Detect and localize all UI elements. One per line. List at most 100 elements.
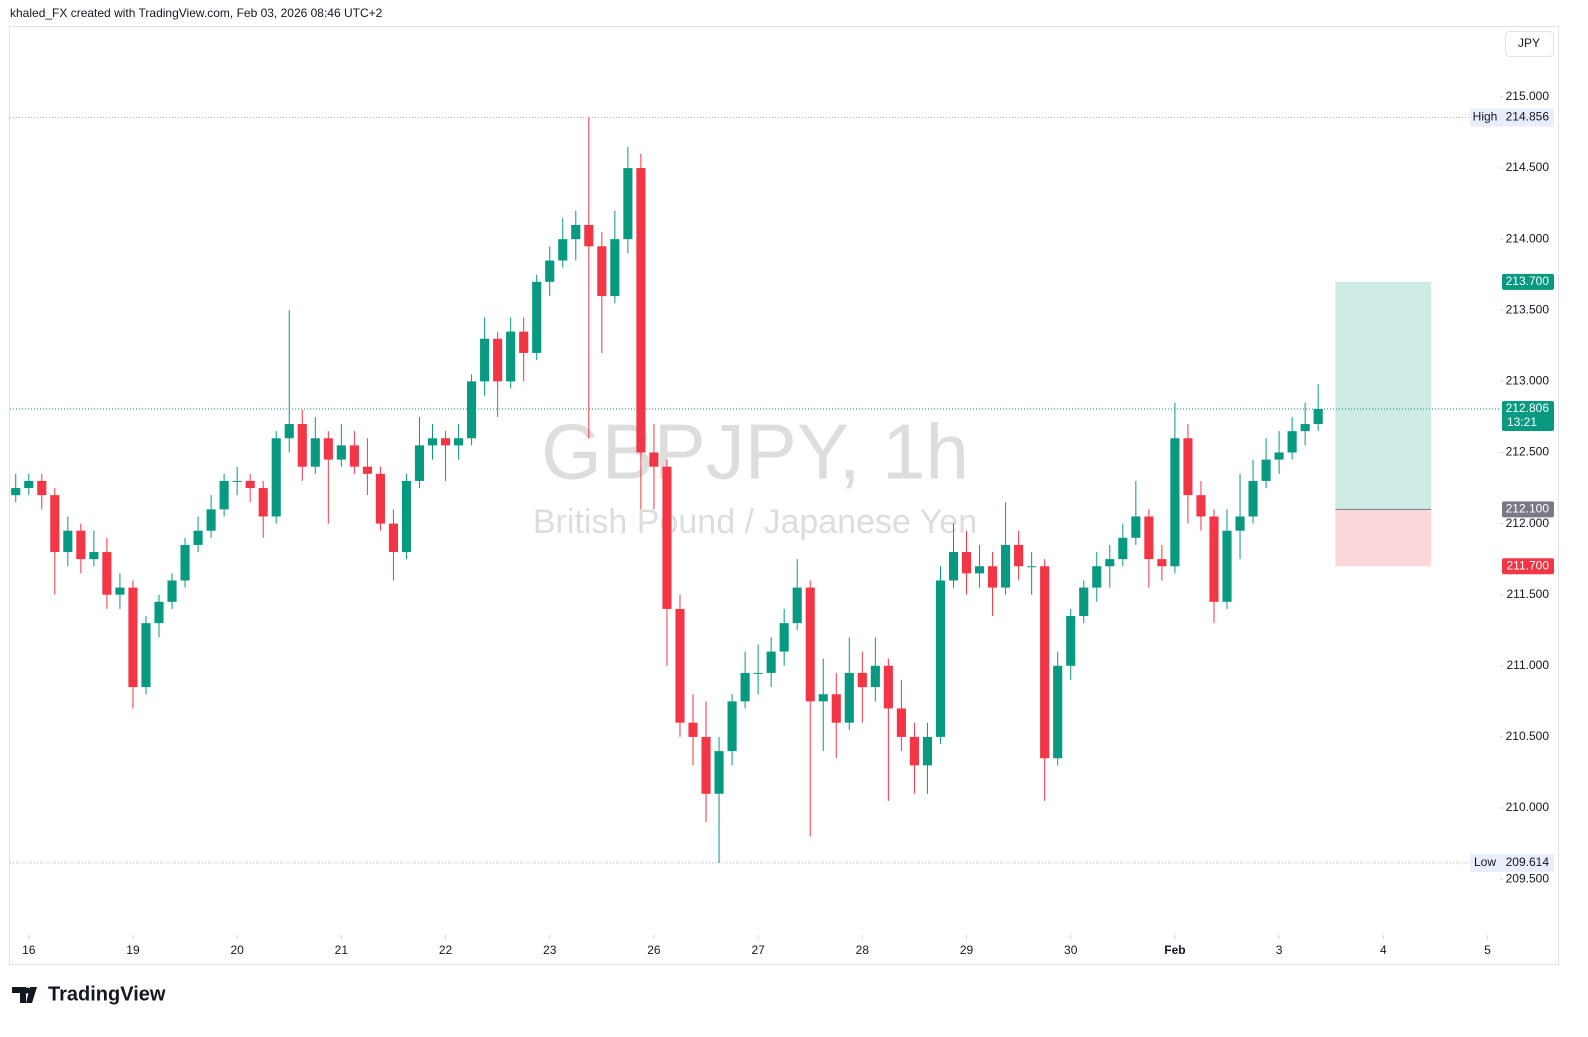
candle-body [1300,424,1310,432]
candle-body [675,608,685,723]
candle-body [506,331,516,382]
candle-body [232,480,242,482]
candle-body [115,587,125,595]
candle-body [245,480,255,489]
candle-body [701,736,711,794]
y-tick-label: 212.500 [1506,445,1550,459]
candle-body [1209,516,1219,602]
y-tick-label: 214.500 [1506,160,1550,174]
last-price-countdown: 13:21 [1507,415,1537,429]
logo-text: TradingView [48,983,166,1005]
candle-body [1183,438,1193,496]
candle-body [349,445,359,467]
candle-body [493,338,503,382]
target-tag-bg [1502,273,1554,290]
candle-body [1144,516,1154,560]
x-tick-label: Feb [1164,943,1185,957]
candle-body [167,580,177,602]
x-tick-label: 19 [126,943,140,957]
candle-body [1261,459,1271,481]
y-tick-label: 210.000 [1506,800,1550,814]
candle-body [310,438,320,467]
x-tick-label: 28 [856,943,870,957]
candle-body [11,488,21,496]
candle-body [974,566,985,574]
candle-body [610,239,620,297]
candle-body [271,438,281,517]
candle-body [401,480,412,553]
y-tick-label: 209.500 [1506,871,1550,885]
candle-body [779,623,789,652]
candle-body [623,168,633,240]
candle-body [727,701,737,752]
candle-body [1092,566,1102,588]
currency-label[interactable]: JPY [1518,36,1540,50]
candle-body [1248,480,1258,517]
candle-body [427,438,438,446]
candle-body [24,480,34,489]
candle-body [76,530,86,560]
candle-body [688,722,698,737]
candle-body [1105,559,1115,567]
candle-body [831,694,841,723]
candle-body [636,168,646,453]
candle-body [440,438,451,446]
candle-body [988,566,998,588]
y-tick-label: 214.000 [1506,231,1550,245]
candle-body [766,651,776,673]
x-tick-label: 5 [1484,943,1491,957]
candle-body [219,480,229,510]
y-tick-label: 213.000 [1506,374,1550,388]
candle-body [792,587,802,624]
candle-body [649,452,659,467]
candle-body [532,281,542,353]
attribution: khaled_FX created with TradingView.com, … [10,6,383,20]
candle-body [141,623,151,688]
y-tick-label: 210.500 [1506,729,1550,743]
candle-body [63,530,73,553]
candle-body [1222,530,1232,602]
candle-body [844,672,854,723]
y-tick-label: 212.000 [1506,516,1550,530]
candle-body [1196,495,1206,517]
price-tag-value: 209.614 [1506,855,1550,869]
entry-tag-bg [1502,501,1554,518]
candle-body [375,473,385,524]
candle-body [1274,452,1284,460]
candle-body [1079,587,1089,617]
price-tag-value: 214.856 [1506,110,1550,124]
last-price-tag-bg [1502,400,1554,431]
last-price-value: 212.806 [1506,401,1550,415]
logo: TradingView [12,983,166,1005]
x-tick-label: 26 [647,943,661,957]
watermark: GBPJPY, 1h British Pound / Japanese Yen [533,408,977,541]
candle-body [870,665,880,688]
candle-body [480,338,490,382]
stop-tag-bg [1502,558,1554,575]
x-tick-label: 29 [960,943,974,957]
candle-body [362,466,372,474]
x-tick-label: 27 [751,943,765,957]
candle-body [1235,516,1245,531]
candle-body [258,488,268,517]
candle-body [1053,665,1063,759]
candle-body [193,530,203,545]
candle-body [1131,516,1141,538]
candle-body [180,544,190,581]
candle-body [323,438,333,460]
candle-body [961,552,972,574]
candle-body [597,246,607,297]
candle-body [1287,431,1297,453]
candle-body [102,552,112,595]
watermark-subtitle: British Pound / Japanese Yen [533,503,977,541]
price-tag-bg [1470,853,1554,872]
candle-body [922,736,933,766]
currency-button[interactable] [1505,31,1554,57]
candle-body [909,736,919,766]
candle-body [662,466,672,609]
candle-body [805,587,815,702]
candle-body [1118,537,1128,560]
candle-body [284,424,294,439]
candle-body [1170,438,1180,567]
x-tick-label: 21 [335,943,349,957]
